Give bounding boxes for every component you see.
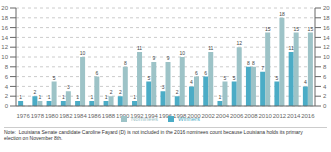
svg-text:1: 1 bbox=[62, 94, 65, 100]
svg-text:4: 4 bbox=[8, 84, 9, 90]
svg-text:3: 3 bbox=[67, 84, 70, 90]
svg-text:6: 6 bbox=[195, 70, 198, 76]
svg-text:15: 15 bbox=[308, 26, 314, 32]
svg-text:5: 5 bbox=[224, 75, 227, 81]
svg-text:2016: 2016 bbox=[301, 113, 315, 119]
svg-text:5: 5 bbox=[233, 75, 236, 81]
svg-text:16: 16 bbox=[8, 25, 9, 31]
svg-text:10: 10 bbox=[179, 50, 185, 56]
svg-text:1990: 1990 bbox=[116, 113, 130, 119]
svg-text:1978: 1978 bbox=[31, 113, 45, 119]
svg-text:1986: 1986 bbox=[88, 113, 102, 119]
svg-text:2: 2 bbox=[110, 89, 113, 95]
svg-text:10: 10 bbox=[80, 50, 86, 56]
svg-text:5: 5 bbox=[147, 75, 150, 81]
svg-text:2: 2 bbox=[33, 89, 36, 95]
svg-text:11: 11 bbox=[289, 45, 294, 51]
svg-text:3: 3 bbox=[162, 84, 165, 90]
svg-text:8: 8 bbox=[252, 60, 255, 66]
svg-text:12: 12 bbox=[236, 40, 242, 46]
svg-text:4: 4 bbox=[304, 79, 307, 85]
svg-text:2: 2 bbox=[8, 93, 9, 99]
svg-text:1: 1 bbox=[90, 94, 93, 100]
svg-text:1998: 1998 bbox=[173, 113, 187, 119]
svg-text:4: 4 bbox=[190, 79, 193, 85]
svg-text:6: 6 bbox=[204, 70, 207, 76]
svg-text:2: 2 bbox=[119, 89, 122, 95]
svg-text:1: 1 bbox=[133, 94, 136, 100]
svg-text:20: 20 bbox=[8, 5, 9, 11]
svg-text:15: 15 bbox=[265, 26, 271, 32]
svg-text:1984: 1984 bbox=[73, 113, 87, 119]
svg-text:6: 6 bbox=[95, 70, 98, 76]
svg-text:7: 7 bbox=[261, 65, 264, 71]
svg-text:11: 11 bbox=[208, 45, 213, 51]
svg-text:1976: 1976 bbox=[16, 113, 30, 119]
svg-text:18: 18 bbox=[8, 15, 9, 21]
svg-text:11: 11 bbox=[137, 45, 142, 51]
svg-text:1: 1 bbox=[76, 94, 79, 100]
svg-text:1988: 1988 bbox=[102, 113, 116, 119]
svg-text:18: 18 bbox=[279, 11, 285, 17]
svg-text:10: 10 bbox=[8, 54, 9, 60]
svg-text:9: 9 bbox=[152, 55, 155, 61]
svg-text:1: 1 bbox=[48, 94, 51, 100]
svg-text:0: 0 bbox=[8, 103, 9, 109]
svg-text:8: 8 bbox=[124, 60, 127, 66]
svg-text:2010: 2010 bbox=[258, 113, 272, 119]
svg-text:2006: 2006 bbox=[230, 113, 244, 119]
svg-text:5: 5 bbox=[53, 75, 56, 81]
svg-text:2012: 2012 bbox=[273, 113, 287, 119]
svg-text:15: 15 bbox=[293, 26, 299, 32]
svg-text:1: 1 bbox=[38, 94, 41, 100]
svg-text:2002: 2002 bbox=[202, 113, 216, 119]
svg-text:1994: 1994 bbox=[145, 113, 159, 119]
svg-text:1: 1 bbox=[219, 94, 222, 100]
svg-text:2008: 2008 bbox=[244, 113, 258, 119]
svg-text:1: 1 bbox=[105, 94, 108, 100]
svg-text:1982: 1982 bbox=[59, 113, 73, 119]
svg-text:2: 2 bbox=[176, 89, 179, 95]
svg-text:14: 14 bbox=[8, 35, 9, 41]
svg-text:9: 9 bbox=[167, 55, 170, 61]
svg-text:1996: 1996 bbox=[159, 113, 173, 119]
svg-text:8: 8 bbox=[247, 60, 250, 66]
svg-text:5: 5 bbox=[276, 75, 279, 81]
svg-text:2000: 2000 bbox=[187, 113, 201, 119]
svg-text:8: 8 bbox=[8, 64, 9, 70]
svg-text:2014: 2014 bbox=[287, 113, 301, 119]
svg-text:12: 12 bbox=[8, 44, 9, 50]
svg-text:1980: 1980 bbox=[45, 113, 59, 119]
svg-text:1: 1 bbox=[19, 94, 22, 100]
svg-text:1992: 1992 bbox=[130, 113, 144, 119]
svg-text:2004: 2004 bbox=[216, 113, 230, 119]
svg-text:6: 6 bbox=[8, 74, 9, 80]
